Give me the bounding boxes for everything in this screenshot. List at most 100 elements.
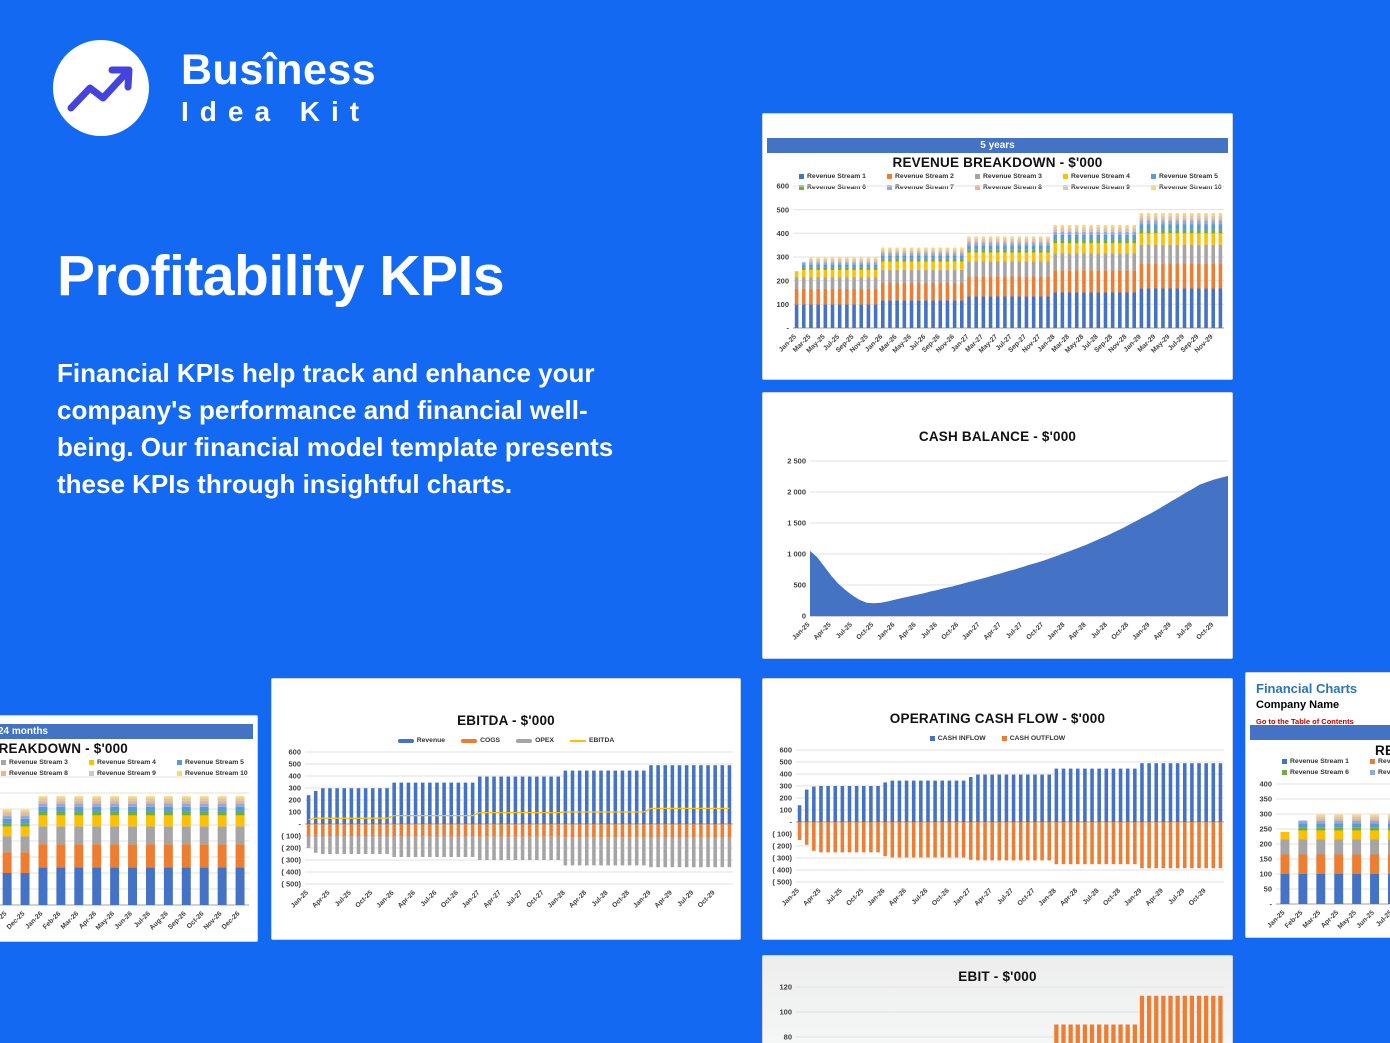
svg-text:Jun-25: Jun-25 — [1355, 909, 1376, 930]
svg-text:Oct-29: Oct-29 — [697, 889, 717, 909]
svg-text:250: 250 — [1259, 825, 1272, 834]
svg-text:Jan-27: Jan-27 — [961, 621, 981, 641]
legend-item: Revenue Stream 9 — [89, 770, 177, 777]
chart-title-operating-cash-flow: OPERATING CASH FLOW - $'000 — [889, 711, 1106, 726]
svg-text:Jul-29: Jul-29 — [1175, 621, 1194, 640]
svg-text:Jan-26: Jan-26 — [375, 889, 395, 909]
card-revenue-breakdown-24m: 24 months REVENUE BREAKDOWN - $'000 Reve… — [0, 715, 258, 942]
legend-item: CASH INFLOW — [929, 735, 986, 742]
svg-text:2 500: 2 500 — [787, 457, 806, 466]
svg-text:600: 600 — [779, 746, 792, 755]
svg-text:Apr-27: Apr-27 — [973, 887, 993, 907]
chart-revenue-breakdown-5y: 600500400300200100-Jan-25Mar-25May-25Jul… — [776, 182, 1224, 355]
legend-item: EBITDA — [569, 737, 614, 744]
period-header-5-years: 5 years — [767, 138, 1228, 153]
svg-text:Feb-26: Feb-26 — [42, 910, 63, 931]
svg-text:Sep-26: Sep-26 — [167, 910, 188, 931]
svg-text:Jul-26: Jul-26 — [920, 621, 939, 640]
svg-text:100: 100 — [288, 808, 301, 817]
svg-text:Apr-28: Apr-28 — [1059, 887, 1079, 907]
chart-title-revenue-breakdown-5y: REVENUE BREAKDOWN - $'000 — [892, 155, 1103, 170]
table-of-contents-link[interactable]: Go to the Table of Contents — [1256, 717, 1354, 726]
svg-text:( 300): ( 300) — [281, 856, 301, 865]
svg-text:Jan-27: Jan-27 — [461, 889, 481, 909]
svg-text:( 400): ( 400) — [281, 868, 301, 877]
svg-text:Jan-26: Jan-26 — [866, 887, 886, 907]
svg-text:Apr-25: Apr-25 — [813, 621, 833, 641]
svg-text:Mar-25: Mar-25 — [1302, 909, 1323, 930]
svg-text:Jul-28: Jul-28 — [1090, 621, 1109, 640]
company-name: Company Name — [1256, 699, 1340, 711]
svg-text:Oct-25: Oct-25 — [845, 887, 865, 907]
legend-item: Revenue Stream 6 — [799, 184, 887, 191]
page-description: Financial KPIs help track and enhance yo… — [57, 358, 614, 499]
brand-name-line2: Idea Kit — [181, 95, 371, 127]
svg-text:Feb-25: Feb-25 — [1284, 909, 1305, 930]
svg-text:-: - — [1270, 900, 1273, 909]
chart-title-ebit: EBIT - $'000 — [958, 969, 1037, 984]
card-cash-balance: CASH BALANCE - $'000 2 500 2 000 1 500 1 00… — [762, 392, 1233, 659]
period-header-24-months: 24 months — [0, 724, 253, 739]
legend-item: Revenue Stream 10 — [177, 770, 265, 777]
svg-text:Jul-28: Jul-28 — [591, 889, 610, 908]
svg-text:Jul-29: Jul-29 — [676, 889, 695, 908]
svg-text:Oct-27: Oct-27 — [526, 889, 546, 909]
card-ebit: EBIT - $'000 12010080604020-Jan-25Apr-25… — [762, 955, 1233, 1043]
svg-text:Jul-25: Jul-25 — [1375, 909, 1390, 928]
legend-item: Revenue Stream 5 — [1151, 173, 1239, 180]
svg-text:( 300): ( 300) — [772, 854, 792, 863]
svg-text:Apr-27: Apr-27 — [983, 621, 1003, 641]
brand-name: Busîness Idea Kit — [181, 48, 376, 127]
svg-text:500: 500 — [793, 581, 806, 590]
legend-item: Revenue Stream 1 — [1282, 758, 1370, 765]
legend-item: Revenue Stream 7 — [1370, 769, 1390, 776]
legend-item: COGS — [461, 737, 500, 744]
svg-text:100: 100 — [779, 806, 792, 815]
chart-title-ebitda: EBITDA - $'000 — [457, 713, 555, 728]
svg-text:Jul-28: Jul-28 — [1082, 887, 1101, 906]
legend-item: CASH OUTFLOW — [1001, 735, 1065, 742]
svg-text:Jan-29: Jan-29 — [1123, 887, 1143, 907]
legend-cash-flow: CASH INFLOW CASH OUTFLOW — [763, 735, 1232, 742]
legend-item: Revenue Stream 5 — [177, 759, 265, 766]
chart-title-revenue-breakdown-fin: REVENUE BREAKDOWN - $'000 — [1375, 743, 1390, 758]
svg-text:Jul-27: Jul-27 — [1005, 621, 1024, 640]
svg-text:( 500): ( 500) — [772, 878, 792, 887]
svg-text:500: 500 — [288, 760, 301, 769]
svg-text:-: - — [299, 820, 302, 829]
svg-text:400: 400 — [1259, 780, 1272, 789]
svg-text:Mar-26: Mar-26 — [60, 910, 81, 931]
svg-text:Jan-28: Jan-28 — [1046, 621, 1066, 641]
svg-text:Apr-28: Apr-28 — [1068, 621, 1088, 641]
svg-text:200: 200 — [288, 796, 301, 805]
svg-text:Jul-25: Jul-25 — [334, 889, 353, 908]
svg-text:0: 0 — [802, 612, 806, 621]
legend-item: Revenue — [397, 737, 445, 744]
chart-title-cash-balance: CASH BALANCE - $'000 — [918, 429, 1077, 444]
svg-text:Oct-25: Oct-25 — [354, 889, 374, 909]
svg-text:Apr-29: Apr-29 — [1145, 887, 1165, 907]
svg-text:-: - — [790, 818, 793, 827]
svg-text:( 200): ( 200) — [772, 842, 792, 851]
svg-text:100: 100 — [779, 1008, 792, 1017]
svg-text:Apr-26: Apr-26 — [898, 621, 918, 641]
svg-text:Apr-26: Apr-26 — [888, 887, 908, 907]
svg-text:Jul-27: Jul-27 — [996, 887, 1015, 906]
chart-revenue-breakdown-24m: 40035030025020015010050-Jan-25Feb-25Mar-… — [0, 776, 249, 932]
page-title: Profitability KPIs — [57, 244, 505, 308]
chart-ebitda: 600 500 400 300 200 100 - ( 100) ( 200) ( 300) ( 4… — [281, 748, 733, 910]
svg-text:Jan-28: Jan-28 — [1038, 887, 1058, 907]
card-ebitda: EBITDA - $'000 Revenue COGS OPEX EBITDA 600… — [271, 678, 741, 940]
legend-item: Revenue Stream 10 — [1151, 184, 1239, 191]
svg-text:Apr-29: Apr-29 — [654, 889, 674, 909]
svg-text:400: 400 — [288, 772, 301, 781]
svg-text:Apr-25: Apr-25 — [311, 889, 331, 909]
legend-item: Revenue Stream 4 — [89, 759, 177, 766]
svg-text:50: 50 — [1264, 885, 1272, 894]
svg-text:200: 200 — [1259, 840, 1272, 849]
svg-text:80: 80 — [784, 1033, 792, 1042]
svg-text:May-25: May-25 — [1337, 909, 1358, 930]
